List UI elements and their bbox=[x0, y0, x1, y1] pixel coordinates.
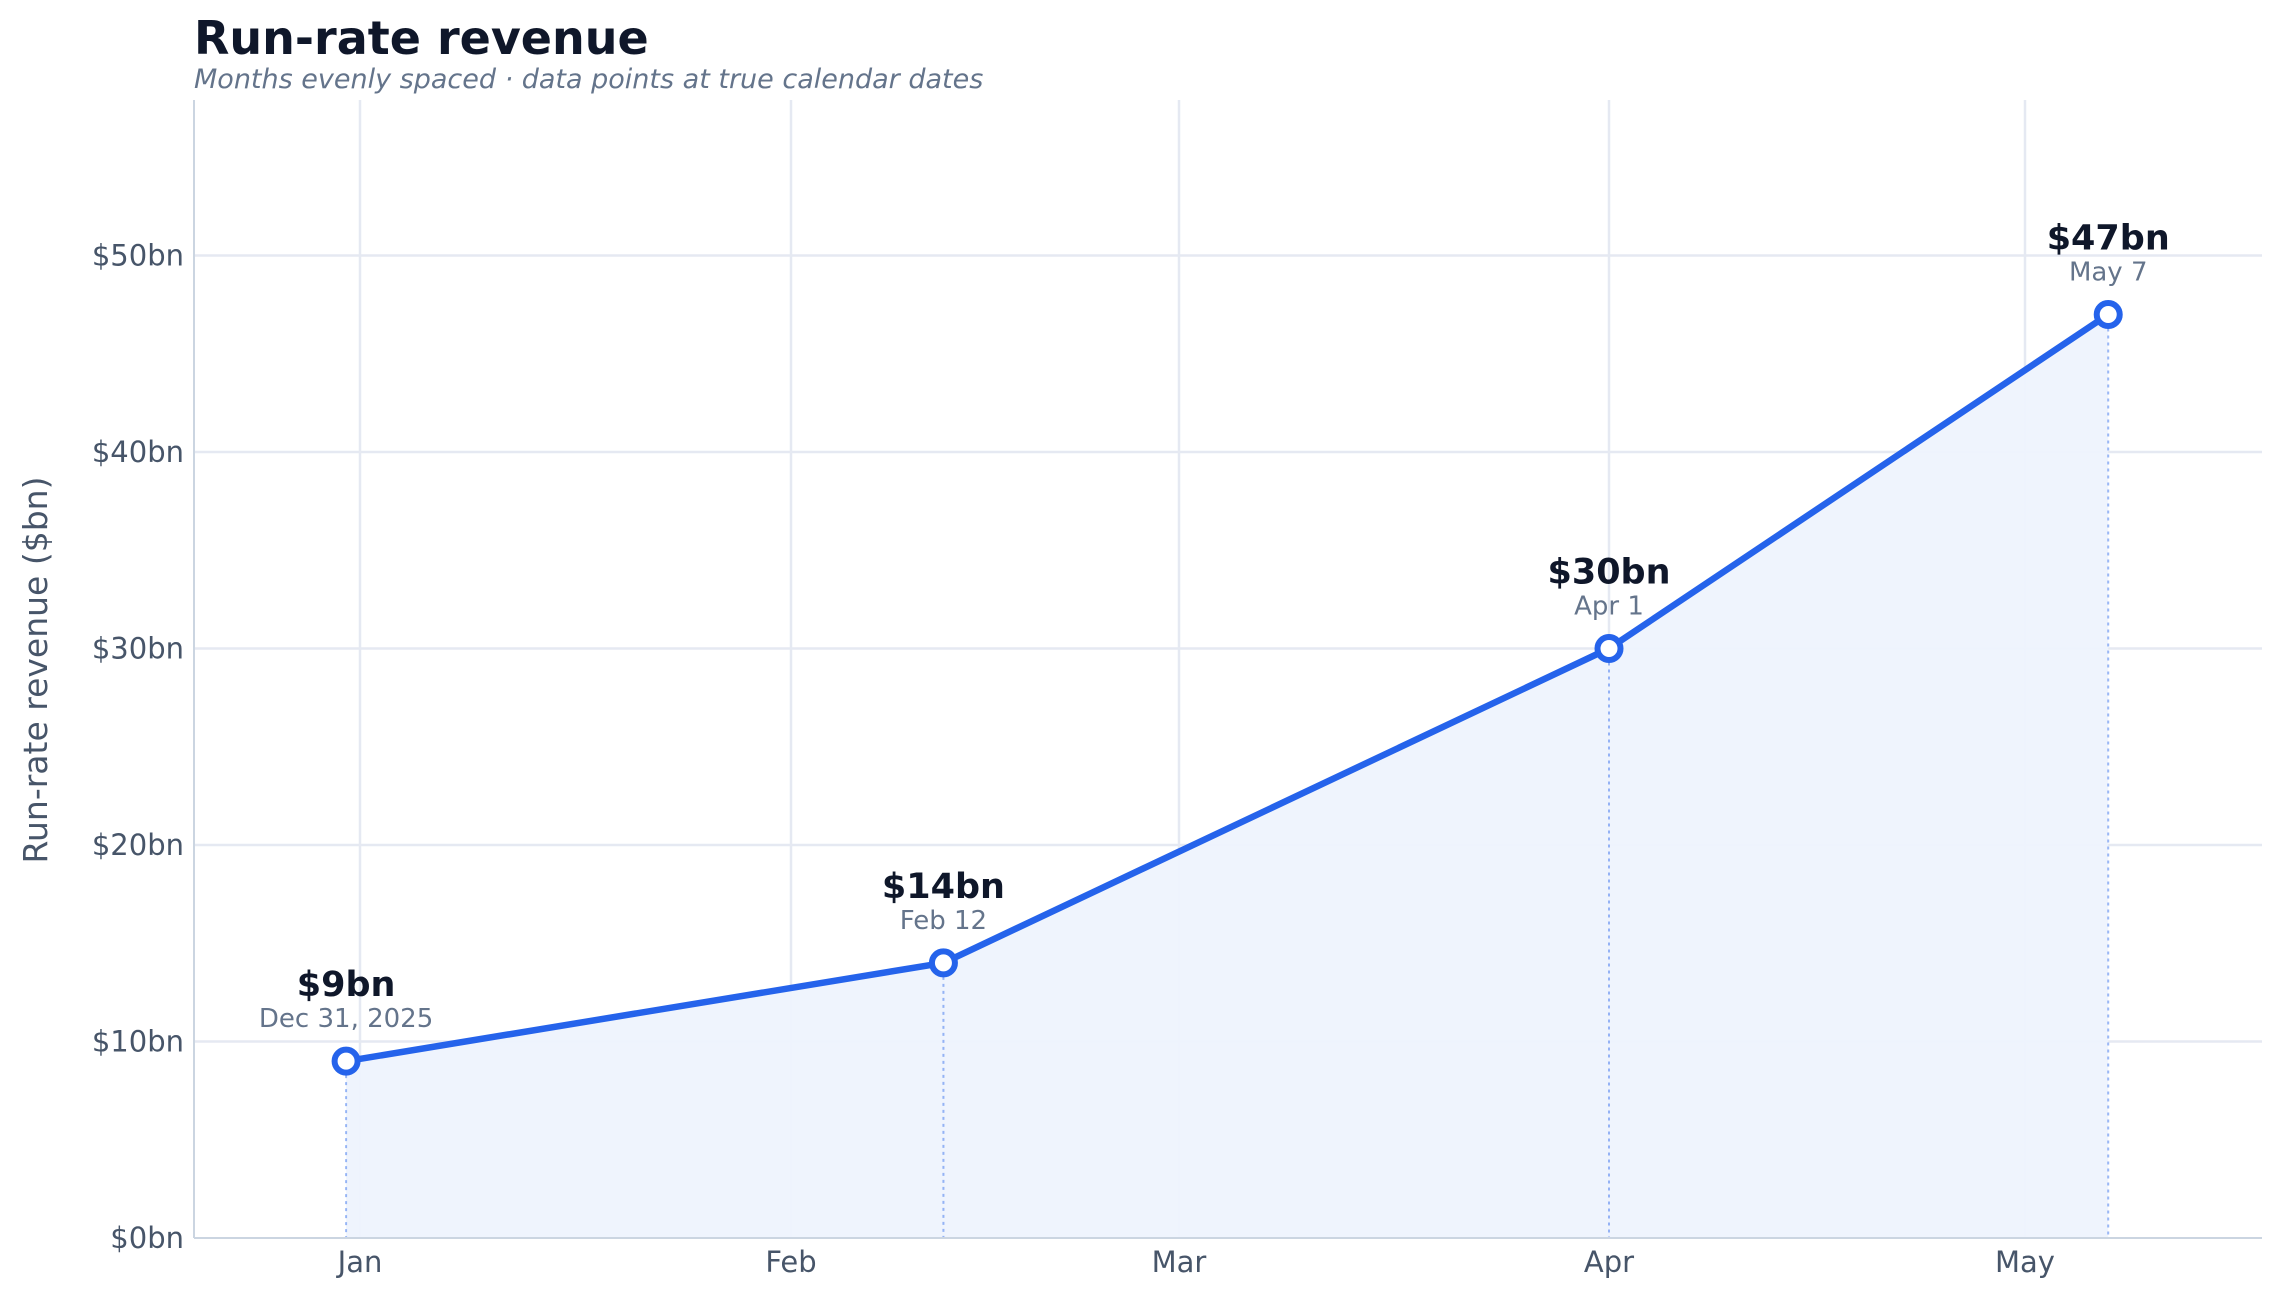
y-tick-label: $40bn bbox=[92, 435, 184, 469]
y-tick-label: $0bn bbox=[110, 1221, 184, 1255]
data-point bbox=[2093, 299, 2123, 329]
data-point bbox=[331, 1046, 361, 1076]
data-value-label: $9bn bbox=[297, 965, 396, 1005]
series-area bbox=[346, 314, 2109, 1238]
y-tick-label: $10bn bbox=[92, 1025, 184, 1059]
x-tick-label: Apr bbox=[1584, 1245, 1634, 1279]
data-value-label: $14bn bbox=[882, 867, 1005, 907]
x-tick-label: May bbox=[1995, 1245, 2055, 1279]
chart-subtitle: Months evenly spaced · data points at tr… bbox=[194, 64, 983, 95]
data-date-label: Apr 1 bbox=[1574, 592, 1644, 622]
data-value-label: $47bn bbox=[2047, 218, 2170, 258]
y-axis-label: Run-rate revenue ($bn) bbox=[16, 477, 55, 864]
data-date-label: May 7 bbox=[2069, 257, 2148, 287]
data-date-label: Dec 31, 2025 bbox=[259, 1004, 433, 1034]
y-tick-label: $30bn bbox=[92, 632, 184, 666]
data-point bbox=[1594, 634, 1624, 663]
data-date-label: Feb 12 bbox=[900, 906, 987, 936]
y-tick-label: $50bn bbox=[92, 239, 184, 273]
x-axis-ticks: Jan Feb Mar Apr May bbox=[336, 1245, 2055, 1279]
axes bbox=[193, 100, 2262, 1239]
series-line-layer bbox=[342, 311, 2112, 1065]
x-tick-label: Mar bbox=[1152, 1245, 1207, 1279]
chart-title: Run-rate revenue bbox=[194, 11, 649, 65]
x-tick-label: Feb bbox=[765, 1245, 816, 1279]
series-line bbox=[342, 311, 2112, 1065]
data-points bbox=[331, 299, 2123, 1076]
data-point bbox=[928, 948, 958, 978]
area-layer bbox=[346, 314, 2109, 1238]
y-tick-label: $20bn bbox=[92, 828, 184, 862]
y-axis-ticks: $0bn $10bn $20bn $30bn $40bn $50bn bbox=[92, 239, 184, 1256]
guide-lines bbox=[345, 314, 2110, 1238]
x-tick-label: Jan bbox=[336, 1245, 383, 1279]
data-value-label: $30bn bbox=[1547, 553, 1670, 593]
